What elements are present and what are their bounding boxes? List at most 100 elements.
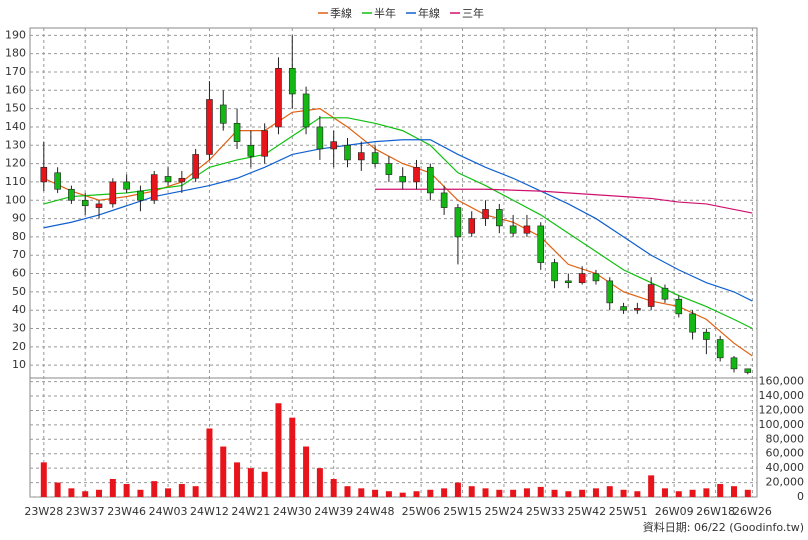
x-tick-label: 24W39 bbox=[314, 505, 353, 518]
candle-body bbox=[206, 99, 213, 155]
candle-body bbox=[565, 280, 572, 284]
candle-body bbox=[150, 174, 158, 201]
x-tick-label: 26W26 bbox=[733, 505, 772, 518]
candle-body bbox=[288, 68, 296, 95]
y2-tick-label: 20,000 bbox=[766, 476, 805, 489]
volume-bar bbox=[40, 462, 47, 497]
y-tick-label: 110 bbox=[5, 175, 26, 188]
volume-bar bbox=[358, 488, 365, 497]
y2-tick-label: 120,000 bbox=[759, 403, 805, 416]
volume-bar bbox=[275, 403, 282, 497]
volume-bar bbox=[82, 491, 89, 497]
volume-bar bbox=[247, 468, 254, 497]
moving-average-line bbox=[43, 117, 753, 330]
y-tick-label: 20 bbox=[12, 340, 26, 353]
candle-body bbox=[123, 181, 130, 190]
candle-body bbox=[68, 188, 75, 201]
y-tick-label: 170 bbox=[5, 65, 26, 78]
moving-average-line bbox=[375, 188, 753, 214]
volume-bar bbox=[220, 446, 227, 497]
y-tick-label: 30 bbox=[12, 322, 26, 335]
y-tick-label: 130 bbox=[5, 138, 26, 151]
volume-bar bbox=[344, 486, 351, 497]
volume-bar bbox=[137, 489, 144, 497]
y-tick-label: 80 bbox=[12, 230, 26, 243]
candle-body bbox=[689, 313, 696, 333]
x-tick-label: 25W15 bbox=[443, 505, 482, 518]
volume-bar bbox=[372, 489, 379, 497]
candle-body bbox=[357, 152, 365, 161]
candle-body bbox=[592, 273, 600, 282]
volume-bar bbox=[606, 486, 613, 497]
candle-body bbox=[523, 225, 531, 234]
volume-bar bbox=[468, 486, 475, 497]
volume-bar bbox=[427, 489, 434, 497]
candle-body bbox=[620, 306, 627, 311]
volume-bar bbox=[744, 489, 751, 497]
candle-body bbox=[192, 154, 199, 179]
x-tick-label: 25W24 bbox=[484, 505, 523, 518]
candle-body bbox=[482, 209, 489, 219]
y2-tick-label: 160,000 bbox=[759, 375, 805, 388]
candle-body bbox=[40, 166, 48, 183]
volume-bar bbox=[165, 488, 172, 497]
candle-body bbox=[137, 190, 144, 201]
volume-bar bbox=[261, 471, 268, 497]
x-tick-label: 23W37 bbox=[66, 505, 105, 518]
candle-body bbox=[302, 93, 310, 128]
legend-label: 年線 bbox=[418, 6, 440, 20]
candle-body bbox=[551, 262, 558, 282]
volume-bar bbox=[579, 489, 586, 497]
x-tick-label: 23W46 bbox=[107, 505, 146, 518]
volume-bar bbox=[303, 446, 310, 497]
y2-tick-label: 0 bbox=[797, 490, 804, 503]
candle-body bbox=[496, 209, 503, 227]
candle-body bbox=[54, 172, 61, 190]
legend-label: 半年 bbox=[374, 6, 396, 20]
volume-bar bbox=[523, 488, 530, 497]
y2-tick-label: 60,000 bbox=[766, 447, 805, 460]
volume-bar bbox=[54, 482, 61, 497]
x-tick-label: 26W09 bbox=[655, 505, 694, 518]
volume-bar bbox=[551, 489, 558, 497]
candle-body bbox=[413, 166, 420, 183]
y2-tick-label: 80,000 bbox=[766, 432, 805, 445]
x-tick-label: 24W21 bbox=[231, 505, 270, 518]
y-tick-label: 100 bbox=[5, 193, 26, 206]
candle-body bbox=[509, 225, 517, 234]
volume-bar bbox=[151, 481, 158, 497]
candle-body bbox=[454, 207, 462, 238]
volume-bar bbox=[648, 475, 655, 497]
y2-tick-label: 140,000 bbox=[759, 389, 805, 402]
y-tick-label: 190 bbox=[5, 28, 26, 41]
candle-body bbox=[634, 308, 641, 311]
volume-bar bbox=[510, 489, 517, 497]
candle-body bbox=[261, 130, 268, 157]
plot-frame bbox=[29, 27, 758, 498]
candle-body bbox=[385, 163, 393, 175]
volume-bar bbox=[96, 489, 103, 497]
candle-body bbox=[219, 104, 227, 124]
candle-body bbox=[675, 298, 683, 315]
candle-body bbox=[344, 144, 351, 161]
candle-body bbox=[371, 152, 379, 164]
x-tick-label: 25W33 bbox=[526, 505, 565, 518]
volume-bar bbox=[730, 486, 737, 497]
volume-bar bbox=[330, 478, 337, 497]
y-tick-label: 160 bbox=[5, 83, 26, 96]
candle-body bbox=[730, 357, 738, 370]
source-note: 資料日期: 06/22 (Goodinfo.tw) bbox=[643, 520, 804, 534]
y-tick-label: 70 bbox=[12, 248, 26, 261]
y-tick-label: 140 bbox=[5, 120, 26, 133]
x-tick-label: 25W42 bbox=[567, 505, 606, 518]
candle-body bbox=[164, 176, 172, 183]
candle-body bbox=[716, 339, 724, 359]
legend: 季線 半年 年線 三年 bbox=[318, 6, 484, 20]
legend-label: 季線 bbox=[330, 6, 352, 20]
volume-bar bbox=[316, 468, 323, 497]
volume-bar bbox=[385, 491, 392, 497]
y-tick-label: 40 bbox=[12, 303, 26, 316]
volume-bar bbox=[123, 484, 130, 497]
volume-bar bbox=[441, 488, 448, 497]
